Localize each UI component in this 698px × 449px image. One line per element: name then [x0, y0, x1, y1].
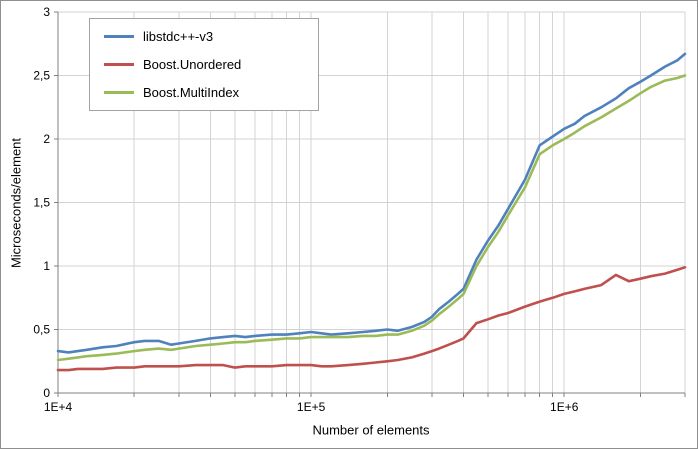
y-tick-label: 1 [43, 259, 50, 273]
y-tick-label: 1,5 [33, 196, 50, 210]
legend-label: Boost.MultiIndex [143, 85, 240, 100]
legend-label: libstdc++-v3 [143, 29, 214, 44]
legend-item-boost-unordered: Boost.Unordered [104, 57, 300, 72]
y-axis-title: Microseconds/element [8, 137, 24, 269]
series-color-swatch [104, 63, 134, 66]
x-axis-title: Number of elements [312, 422, 430, 438]
x-tick-label: 1E+4 [44, 400, 73, 414]
legend-label: Boost.Unordered [143, 57, 242, 72]
x-tick-label: 1E+6 [550, 400, 579, 414]
y-tick-label: 2,5 [33, 69, 50, 83]
series-color-swatch [104, 91, 134, 94]
y-tick-label: 0 [43, 386, 50, 400]
y-tick-label: 0,5 [33, 323, 50, 337]
legend: libstdc++-v3 Boost.Unordered Boost.Multi… [89, 18, 319, 111]
series-line-libstdc-v3 [56, 52, 687, 354]
x-tick-label: 1E+5 [297, 400, 326, 414]
legend-item-libstdc: libstdc++-v3 [104, 29, 300, 44]
series-color-swatch [104, 35, 134, 38]
y-tick-label: 3 [43, 5, 50, 19]
legend-item-boost-multiindex: Boost.MultiIndex [104, 85, 300, 100]
y-tick-label: 2 [43, 132, 50, 146]
series-line-boost-unordered [56, 265, 687, 372]
series-line-boost-multiindex [56, 74, 687, 362]
